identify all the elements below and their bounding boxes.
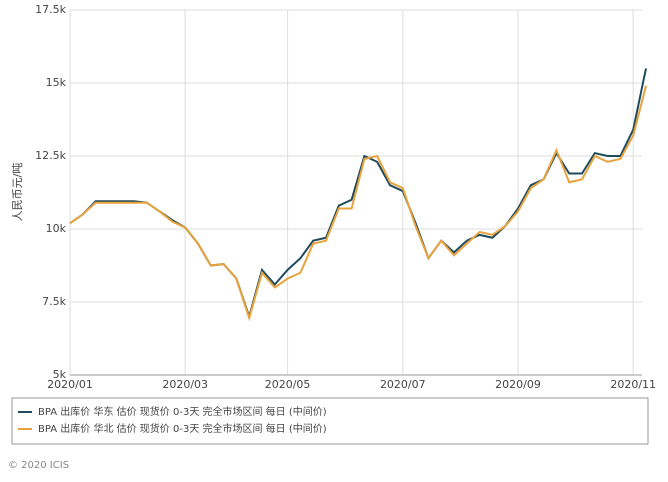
- legend-box: [11, 397, 649, 445]
- x-tick-label: 2020/07: [380, 378, 426, 391]
- y-tick-label: 12.5k: [35, 149, 66, 162]
- y-tick-label: 10k: [46, 222, 67, 235]
- y-axis-label: 人民币元/吨: [11, 163, 24, 222]
- y-tick-label: 7.5k: [42, 295, 66, 308]
- line-series: [69, 68, 647, 321]
- x-tick-label: 2020/05: [265, 378, 311, 391]
- copyright: © 2020 ICIS: [8, 460, 69, 471]
- x-tick-label: 2020/03: [162, 378, 208, 391]
- line-series: [69, 85, 647, 322]
- x-tick-label: 2020/11: [610, 378, 656, 391]
- y-tick-label: 5k: [53, 368, 67, 381]
- x-tick-label: 2020/01: [47, 378, 93, 391]
- x-tick-label: 2020/09: [495, 378, 541, 391]
- y-tick-label: 17.5k: [35, 3, 66, 16]
- y-tick-label: 15k: [46, 76, 67, 89]
- legend-label: BPA 出库价 华北 估价 现货价 0-3天 完全市场区间 每日 (中间价): [38, 422, 327, 435]
- legend-label: BPA 出库价 华东 估价 现货价 0-3天 完全市场区间 每日 (中间价): [38, 405, 327, 418]
